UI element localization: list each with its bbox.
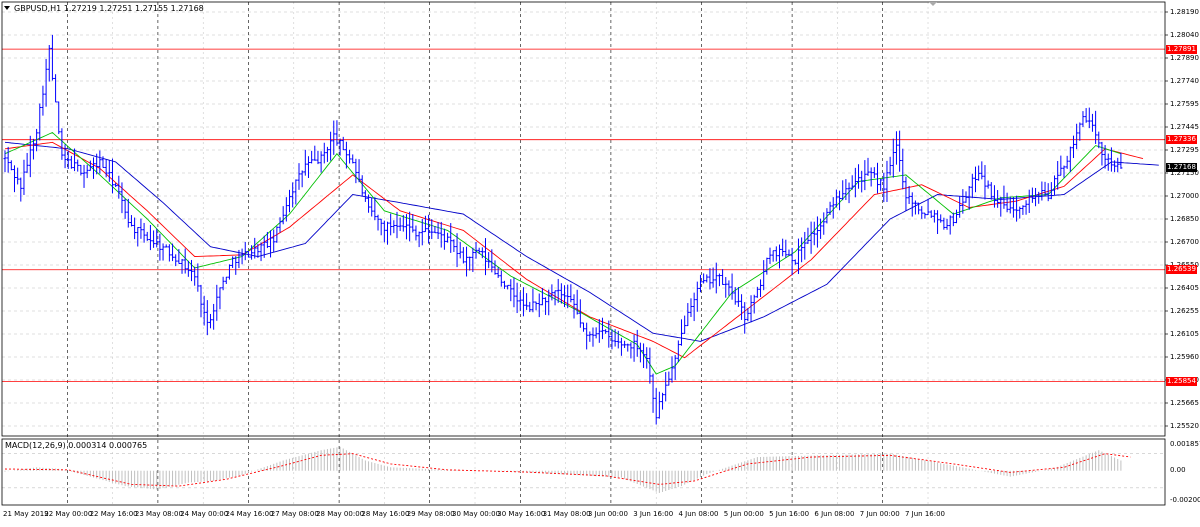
moving-average-fast [4,131,1122,375]
current-price-badge: 1.27168 [1166,162,1197,172]
triangle-down-icon[interactable] [4,6,10,10]
y-axis-tick-label: 1.27295 [1170,145,1199,154]
x-axis-tick-label: 24 May 00:00 [180,510,229,518]
y-axis-tick-label: 1.27000 [1170,191,1199,200]
macd-label: MACD(12,26,9) 0.000314 0.000765 [5,441,148,450]
chart-title: GBPUSD,H1 1.27219 1.27251 1.27155 1.2716… [14,4,204,13]
y-axis-tick-label: 1.25520 [1170,421,1199,430]
level-price-badge: 1.27891 [1166,44,1197,54]
x-axis-tick-label: 7 Jun 00:00 [859,510,900,518]
y-axis-tick-label: 1.26255 [1170,306,1199,315]
x-axis-tick-label: 6 Jun 08:00 [814,510,855,518]
level-price-badge: 1.26539 [1166,265,1197,275]
y-axis-tick-label: 1.26850 [1170,214,1199,223]
y-axis-tick-label: 1.25665 [1170,398,1199,407]
x-axis-tick-label: 28 May 00:00 [316,510,365,518]
y-axis-tick-label: 1.27445 [1170,122,1199,131]
x-axis-tick-label: 3 Jun 00:00 [587,510,628,518]
x-axis-tick-label: 22 May 00:00 [44,510,93,518]
y-axis-tick-label: 1.25960 [1170,352,1199,361]
y-axis-tick-label: 1.27740 [1170,76,1199,85]
chart-shift-icon[interactable] [929,2,937,6]
y-axis-tick-label: 1.28190 [1170,7,1199,16]
x-axis-tick-label: 29 May 08:00 [406,510,455,518]
y-axis-tick-label: 1.27890 [1170,53,1199,62]
x-axis-tick-label: 21 May 2019 [3,510,49,518]
macd-frame [1,438,1166,506]
x-axis-tick-label: 28 May 16:00 [361,510,410,518]
macd-axis-tick-label: 0.001857 [1170,440,1200,448]
x-axis-tick-label: 31 May 08:00 [542,510,591,518]
x-axis-tick-label: 7 Jun 16:00 [905,510,946,518]
macd-axis-tick-label: -0.002007 [1170,496,1200,504]
y-axis-tick-label: 1.26550 [1170,261,1199,270]
y-axis-tick-label: 1.26700 [1170,237,1199,246]
x-axis-tick-label: 27 May 08:00 [270,510,319,518]
x-axis-tick-label: 5 Jun 00:00 [723,510,764,518]
macd-signal-line [4,453,1131,487]
x-axis-tick-label: 24 May 16:00 [225,510,274,518]
x-axis-tick-label: 23 May 08:00 [134,510,183,518]
level-price-badge: 1.25854 [1166,377,1197,386]
x-axis-tick-label: 4 Jun 08:00 [678,510,719,518]
y-axis-tick-label: 1.28040 [1170,30,1199,39]
y-axis-tick-label: 1.26105 [1170,329,1199,338]
macd-axis-tick-label: 0.00 [1170,466,1186,475]
x-axis-tick-label: 30 May 16:00 [497,510,546,518]
x-axis-tick-label: 5 Jun 16:00 [769,510,810,518]
level-price-badge: 1.27336 [1166,135,1197,145]
x-axis-tick-label: 22 May 16:00 [89,510,138,518]
y-axis-tick-label: 1.26405 [1170,283,1199,292]
y-axis-tick-label: 1.27595 [1170,99,1199,108]
y-axis-tick-label: 1.27150 [1170,168,1199,177]
x-axis-tick-label: 3 Jun 16:00 [633,510,674,518]
x-axis-tick-label: 30 May 00:00 [452,510,501,518]
moving-average-slow [4,141,1159,342]
